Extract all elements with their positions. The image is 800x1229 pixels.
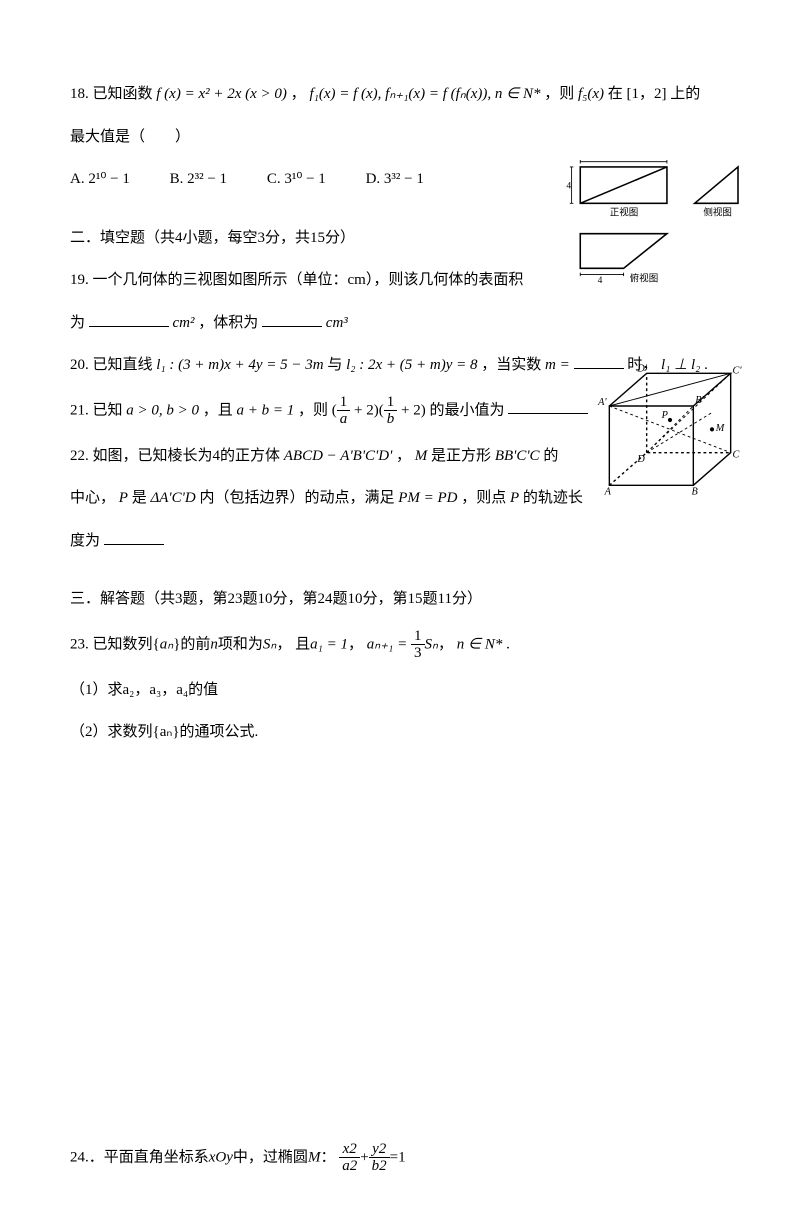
q21-frac1: 1a — [337, 394, 351, 428]
q18-optC: C. 3¹⁰ − 1 — [267, 165, 326, 194]
side-label: 侧视图 — [703, 206, 732, 218]
q21-num: 21. — [70, 402, 89, 418]
q20-a: 已知直线 — [93, 357, 157, 373]
q22-b: ， — [396, 448, 415, 464]
q22-c: 是正方形 — [431, 448, 495, 464]
q21-blank — [508, 398, 588, 414]
q21-a: 已知 — [93, 402, 127, 418]
q21: 21. 已知 a > 0, b > 0 ，且 a + b = 1 ，则 (1a … — [70, 394, 740, 428]
q22-l2c: 内（包括边界）的动点，满足 — [199, 490, 398, 506]
q19-l2: 为 cm² ，体积为 cm³ — [70, 309, 740, 338]
q19-blank2 — [262, 311, 322, 327]
q22-tri: ΔA'C'D — [150, 490, 195, 506]
q22-blank — [104, 529, 164, 545]
q22-a: 如图，已知棱长为4的正方体 — [93, 448, 284, 464]
q21-cond2: a + b = 1 — [237, 402, 295, 418]
cube-figure: A B C D A' B' C' D' M P — [590, 364, 750, 504]
q22-d: 的 — [543, 448, 558, 464]
q19-text1: 一个几何体的三视图如图所示（单位：cm），则该几何体的表面积 — [93, 272, 524, 288]
q18-fdef: f (x) = x² + 2x (x > 0) — [156, 86, 287, 102]
q20-l1: l₁ : (3 + m)x + 4y = 5 − 3m — [156, 357, 323, 373]
q19-mid: ，体积为 — [198, 315, 258, 331]
q18-optB: B. 2³² − 1 — [170, 165, 227, 194]
q24-frac1: x2a2 — [339, 1141, 360, 1175]
q19-blank1 — [89, 311, 169, 327]
q23-p2: （2）求数列{aₙ}的通项公式. — [70, 718, 740, 747]
q22-l3a: 度为 — [70, 533, 100, 549]
q23-frac: 13 — [411, 628, 425, 662]
q22-l2d: ，则点 — [461, 490, 510, 506]
q18-optA: A. 2¹⁰ − 1 — [70, 165, 130, 194]
q18-mid: ， — [291, 86, 310, 102]
q23-l1: 23. 已知数列{aₙ}的前n项和为Sₙ， 且a₁ = 1， aₙ₊₁ = 13… — [70, 628, 740, 662]
q19-num: 19. — [70, 272, 89, 288]
q19-unit1: cm² — [173, 315, 195, 331]
q22-face: BB'C'C — [495, 448, 540, 464]
q23-p1: （1）求a₂，a₃，a₄的值 — [70, 676, 740, 705]
q21-b: ，且 — [203, 402, 237, 418]
q22-eq: PM = PD — [398, 490, 457, 506]
q20-l2: l₂ : 2x + (5 + m)y = 8 — [346, 357, 477, 373]
section3-heading: 三．解答题（共3题，第23题10分，第24题10分，第15题11分） — [70, 585, 740, 614]
dim-4a: 4 — [566, 182, 571, 192]
q22-l1: 22. 如图，已知棱长为4的正方体 ABCD − A'B'C'D' ， M 是正… — [70, 442, 740, 471]
q19-l2a: 为 — [70, 315, 85, 331]
q18-f5: f₅(x) — [578, 86, 604, 102]
q18-optD: D. 3³² − 1 — [366, 165, 424, 194]
q22-l2e: 的轨迹长 — [523, 490, 583, 506]
q18-line1: 18. 已知函数 f (x) = x² + 2x (x > 0) ， f₁(x)… — [70, 80, 740, 109]
spacer — [70, 761, 740, 1141]
section2-heading: 二．填空题（共4小题，每空3分，共15分） — [70, 224, 740, 253]
q18-num: 18. — [70, 86, 89, 102]
q21-d: 的最小值为 — [429, 402, 504, 418]
q22-l2: 中心， P 是 ΔA'C'D 内（包括边界）的动点，满足 PM = PD ，则点… — [70, 484, 740, 513]
svg-text:C': C' — [733, 365, 743, 376]
q21-frac2: 1b — [384, 394, 398, 428]
q19-unit2: cm³ — [326, 315, 348, 331]
front-label: 正视图 — [610, 206, 639, 218]
q22-P: P — [119, 490, 128, 506]
q22-M: M — [415, 448, 428, 464]
dim-8: 8 — [618, 160, 623, 163]
q20-b: 与 — [327, 357, 346, 373]
q22-l2b: 是 — [132, 490, 151, 506]
q22-Pp: P — [510, 490, 519, 506]
q19-l1: 19. 一个几何体的三视图如图所示（单位：cm），则该几何体的表面积 — [70, 266, 740, 295]
q24-frac2: y2b2 — [369, 1141, 390, 1175]
q22-l3: 度为 — [70, 527, 740, 556]
q21-cond: a > 0, b > 0 — [126, 402, 199, 418]
svg-text:D': D' — [636, 364, 647, 374]
q18-rec: f₁(x) = f (x), fₙ₊₁(x) = f (fₙ(x)), n ∈ … — [309, 86, 540, 102]
q18-tail: 在 [1，2] 上的 — [608, 86, 701, 102]
q23-num: 23. — [70, 636, 89, 652]
q24: 24.．平面直角坐标系xOy中，过椭圆M： x2a2+y2b2=1 — [70, 1141, 740, 1175]
q21-c: ，则 — [298, 402, 332, 418]
q20-num: 20. — [70, 357, 89, 373]
q22-num: 22. — [70, 448, 89, 464]
q22-cube: ABCD − A'B'C'D' — [284, 448, 393, 464]
q18-pre: 已知函数 — [93, 86, 157, 102]
q18-post: ，则 — [544, 86, 578, 102]
q20-c: ，当实数 — [481, 357, 545, 373]
q20-m: m = — [545, 357, 570, 373]
q24-num: 24. — [70, 1149, 89, 1165]
q18-line2: 最大值是（ ） — [70, 123, 740, 152]
q23-a: 已知数列{ — [93, 636, 160, 652]
q22-l2a: 中心， — [70, 490, 115, 506]
